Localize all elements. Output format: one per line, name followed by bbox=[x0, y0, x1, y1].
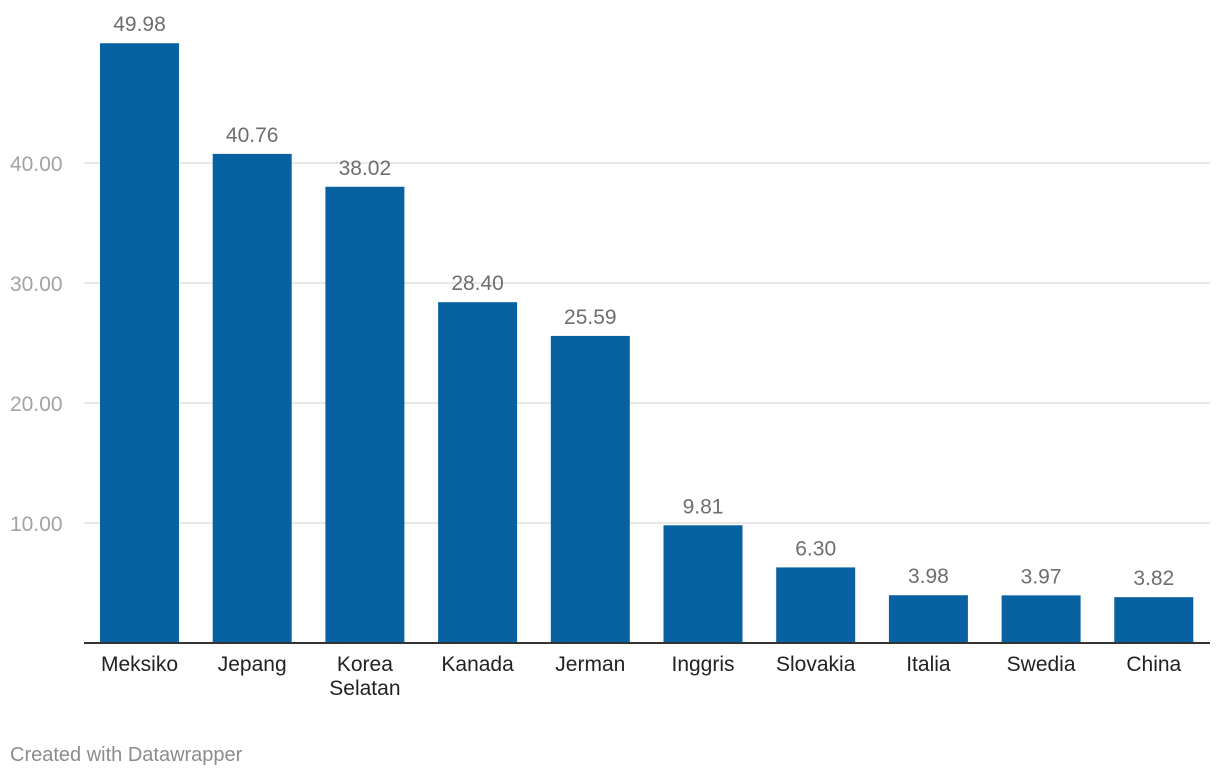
bar bbox=[663, 525, 743, 643]
bar bbox=[325, 186, 405, 643]
bar-value-label: 9.81 bbox=[683, 495, 724, 518]
bar-value-label: 6.30 bbox=[795, 537, 836, 560]
category-label: Swedia bbox=[1007, 653, 1076, 676]
y-axis-tick-labels: 10.00 20.00 30.00 40.00 bbox=[10, 153, 63, 536]
bar bbox=[1114, 597, 1194, 643]
bar-value-labels: 49.98 40.76 38.02 28.40 25.59 9.81 6.30 3.98 3.9… bbox=[113, 13, 1174, 590]
bar-value-label: 3.97 bbox=[1021, 565, 1062, 588]
y-tick-label: 30.00 bbox=[10, 273, 63, 296]
bar-value-label: 38.02 bbox=[339, 157, 392, 180]
category-label: Italia bbox=[906, 653, 951, 676]
x-axis-category-labels: Meksiko Jepang Korea Selatan Kanada Jerman Ing… bbox=[101, 653, 1182, 700]
y-tick-label: 40.00 bbox=[10, 153, 63, 176]
category-label: Slovakia bbox=[776, 653, 856, 676]
bar bbox=[550, 335, 630, 643]
bar bbox=[438, 302, 518, 643]
category-label: China bbox=[1126, 653, 1181, 676]
bar-value-label: 28.40 bbox=[451, 272, 504, 295]
bars bbox=[100, 43, 1194, 644]
bar bbox=[776, 567, 856, 643]
bar-value-label: 49.98 bbox=[113, 13, 166, 36]
category-label: Meksiko bbox=[101, 653, 178, 676]
credit-text: Created with Datawrapper bbox=[10, 744, 243, 766]
category-label: Jepang bbox=[218, 653, 287, 676]
category-label: Kanada bbox=[441, 653, 514, 676]
bar-value-label: 3.98 bbox=[908, 565, 949, 588]
category-label: Inggris bbox=[671, 653, 734, 676]
bar-value-label: 40.76 bbox=[226, 124, 279, 147]
bar-chart: 10.00 20.00 30.00 40.00 49.98 40.76 38.02 28.4… bbox=[10, 13, 1210, 700]
bar-value-label: 3.82 bbox=[1133, 567, 1174, 590]
y-tick-label: 10.00 bbox=[10, 513, 63, 536]
bar-value-label: 25.59 bbox=[564, 306, 617, 329]
bar bbox=[212, 153, 292, 643]
category-label: Jerman bbox=[555, 653, 625, 676]
bar bbox=[888, 595, 968, 643]
y-tick-label: 20.00 bbox=[10, 393, 63, 416]
category-label: Korea Selatan bbox=[329, 653, 400, 700]
bar bbox=[1001, 595, 1081, 643]
bar bbox=[100, 43, 179, 644]
